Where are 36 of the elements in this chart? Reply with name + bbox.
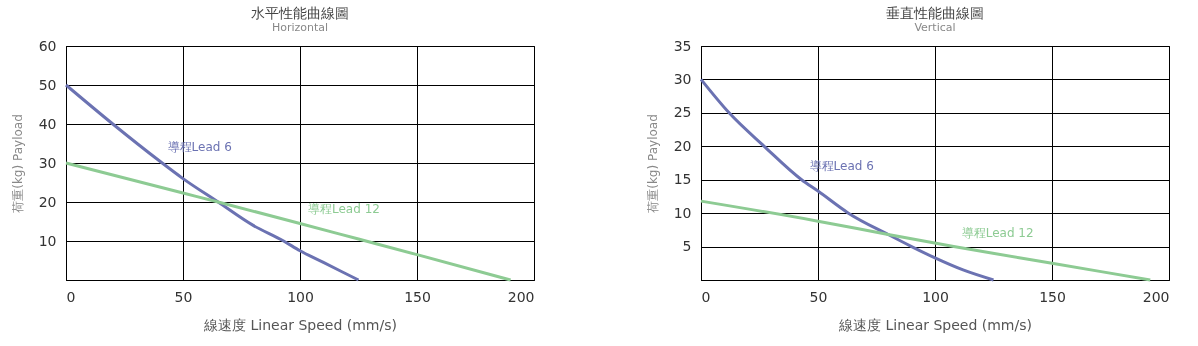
y-axis-title: 荷重(kg) Payload bbox=[10, 114, 25, 213]
x-tick-label: 150 bbox=[404, 288, 431, 305]
x-tick-label: 100 bbox=[922, 288, 949, 305]
x-axis-title: 線速度 Linear Speed (mm/s) bbox=[838, 316, 1032, 333]
chart-subtitle: Vertical bbox=[914, 21, 956, 34]
x-axis-title: 線速度 Linear Speed (mm/s) bbox=[203, 316, 397, 333]
y-tick-label: 10 bbox=[38, 232, 57, 249]
y-tick-label: 10 bbox=[673, 204, 692, 221]
series-label: 導程Lead 12 bbox=[308, 202, 380, 217]
x-tick-label: 200 bbox=[507, 288, 535, 305]
line-series bbox=[64, 161, 513, 282]
x-tick-label: 100 bbox=[287, 288, 314, 305]
y-tick-label: 15 bbox=[673, 171, 692, 188]
chart-title: 水平性能曲線圖 bbox=[251, 5, 349, 21]
y-axis-title: 荷重(kg) Payload bbox=[645, 114, 660, 213]
line-series bbox=[699, 199, 1152, 282]
x-tick-label: 0 bbox=[66, 288, 76, 305]
y-tick-label: 35 bbox=[673, 37, 692, 54]
y-tick-label: 5 bbox=[682, 238, 692, 255]
x-tick-label: 150 bbox=[1039, 288, 1066, 305]
chart-title: 垂直性能曲線圖 bbox=[886, 5, 984, 21]
x-tick-label: 0 bbox=[701, 288, 711, 305]
y-tick-label: 20 bbox=[38, 193, 57, 210]
chart-subtitle: Horizontal bbox=[271, 21, 329, 34]
x-tick-label: 50 bbox=[174, 288, 193, 305]
y-tick-label: 40 bbox=[38, 115, 57, 132]
line-series bbox=[64, 83, 360, 282]
y-tick-label: 30 bbox=[38, 154, 57, 171]
y-tick-label: 60 bbox=[38, 37, 57, 54]
y-tick-label: 50 bbox=[38, 76, 57, 93]
y-tick-label: 20 bbox=[673, 137, 692, 154]
x-tick-label: 200 bbox=[1142, 288, 1170, 305]
y-tick-label: 25 bbox=[673, 104, 692, 121]
series-label: 導程Lead 12 bbox=[961, 225, 1034, 240]
x-tick-label: 50 bbox=[809, 288, 828, 305]
y-tick-label: 30 bbox=[673, 70, 692, 87]
